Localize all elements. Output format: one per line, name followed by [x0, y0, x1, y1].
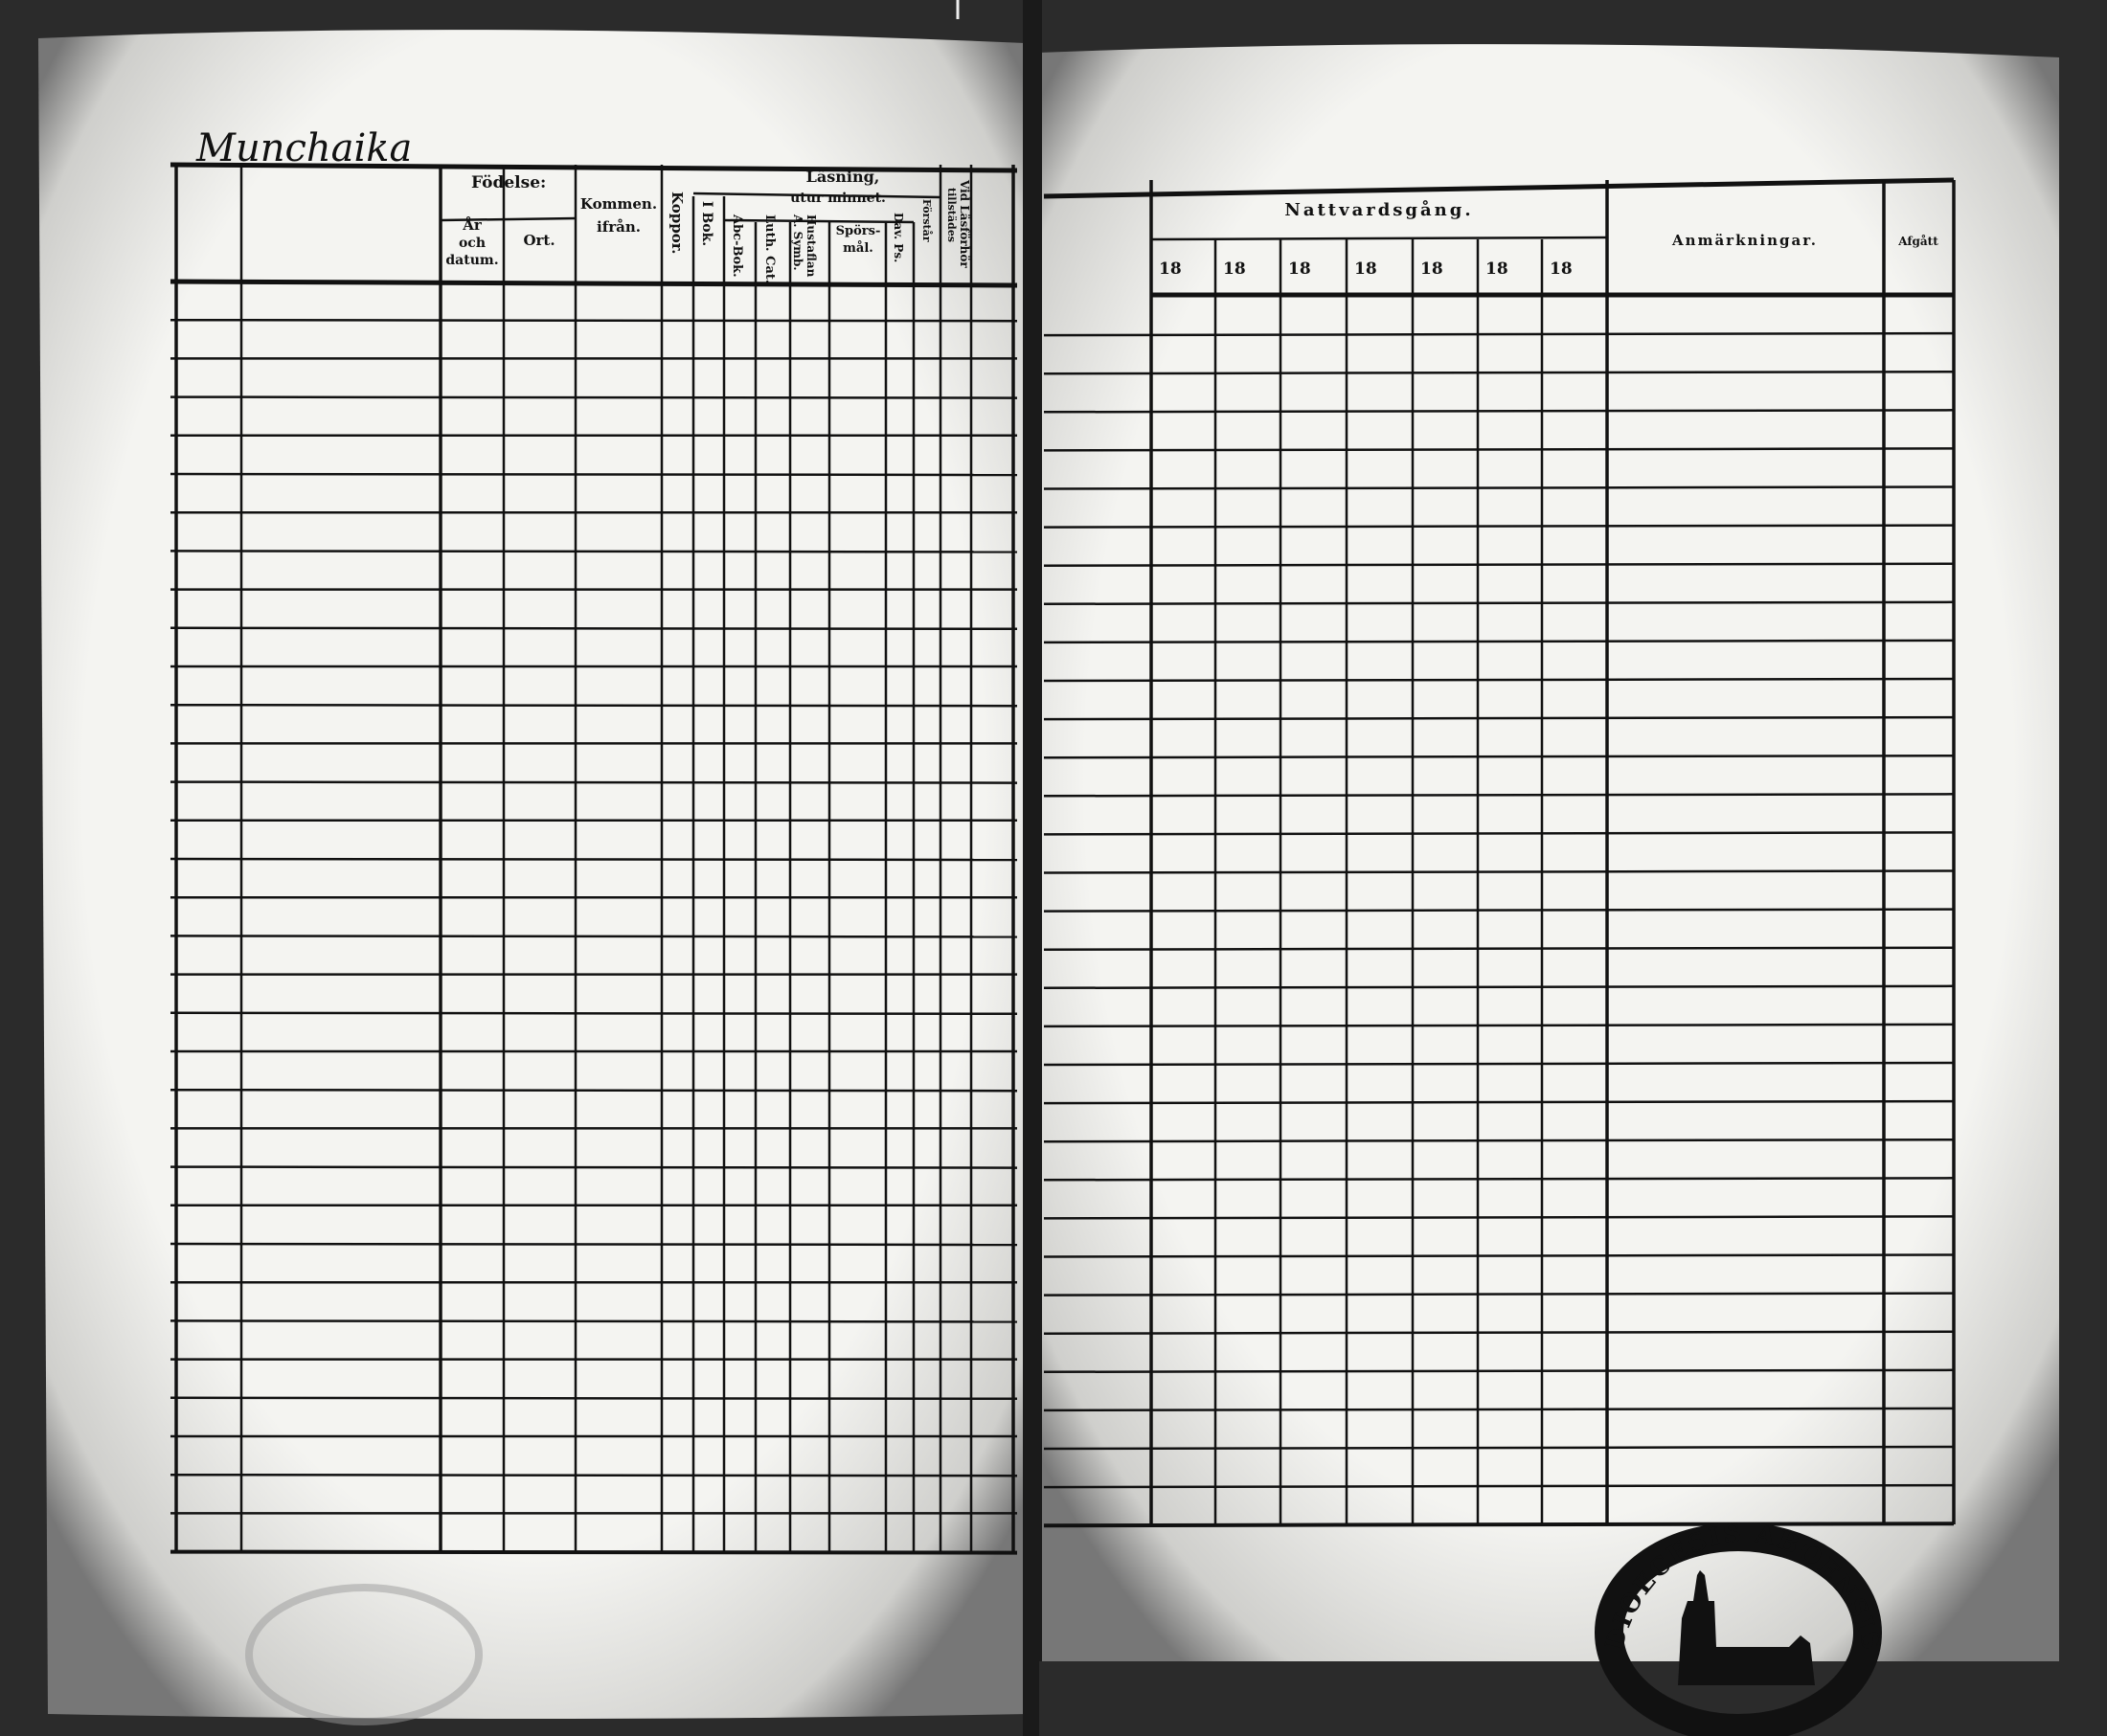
table-row-line — [170, 1319, 1018, 1323]
table-row-line — [1043, 1099, 1955, 1105]
table-row-line — [170, 1473, 1018, 1477]
table-row-line — [1043, 331, 1955, 337]
table-row-line — [1043, 1483, 1955, 1489]
table-row-line — [1043, 1407, 1955, 1412]
header-ort: Ort. — [523, 232, 555, 249]
table-row-line — [170, 626, 1018, 631]
table-row-line — [1043, 1138, 1955, 1143]
table-row-line — [1043, 1522, 1955, 1528]
table-row-line — [1043, 908, 1955, 913]
lasning-subline — [692, 192, 941, 199]
header-ifran: ifrån. — [597, 218, 641, 236]
header-utur-minnet: utur minnet. — [790, 191, 886, 206]
table-row-line — [1043, 447, 1955, 452]
table-row-line — [1043, 1445, 1955, 1451]
table-row-line — [1043, 409, 1955, 414]
header-lasning: Läsning, — [806, 168, 880, 186]
table-row-line — [1043, 831, 1955, 836]
table-row-line — [1043, 1177, 1955, 1182]
table-row-line — [170, 318, 1018, 323]
header-abc-bok: Abc-Bok. — [730, 214, 744, 278]
table-row-line — [1043, 946, 1955, 951]
year-prefix: 18 — [1223, 259, 1246, 279]
header-ar: År — [462, 216, 483, 234]
table-row-line — [1043, 485, 1955, 490]
faint-stamp — [245, 1584, 483, 1725]
church-icon — [1678, 1570, 1815, 1685]
table-row-line — [170, 550, 1018, 553]
table-row-line — [1043, 370, 1955, 375]
table-row-line — [1043, 715, 1955, 721]
header-och: och — [459, 236, 486, 251]
nattvard-subline — [1150, 236, 1608, 241]
table-row-line — [170, 1011, 1018, 1016]
table-row-line — [1043, 600, 1955, 606]
header-spors: Spörs- — [836, 224, 881, 238]
handwritten-place-name: Munchaika — [195, 126, 412, 170]
header-i-bok: I Bok. — [699, 201, 714, 246]
header-datum: datum. — [445, 253, 498, 268]
table-top-border — [170, 162, 1018, 173]
table-row-line — [1043, 1061, 1955, 1067]
table-row-line — [170, 857, 1018, 862]
table-row-line — [1043, 524, 1955, 529]
table-row-line — [1043, 1215, 1955, 1220]
table-row-line — [1043, 984, 1955, 990]
table-row-line — [170, 1242, 1018, 1247]
table-row-line — [1043, 562, 1955, 567]
table-row-line — [1043, 1330, 1955, 1335]
table-row-line — [1043, 1292, 1955, 1296]
table-row-line — [170, 1088, 1018, 1093]
header-afgatt: Afgått — [1897, 234, 1938, 248]
header-mal: mål. — [843, 240, 873, 256]
table-row-line — [170, 703, 1018, 708]
year-prefix: 18 — [1159, 259, 1182, 279]
table-row-line — [1043, 793, 1955, 798]
header-hustaflan: Hustaflan — [804, 214, 818, 278]
header-a-symb: A. Symb. — [791, 214, 804, 271]
table-row-line — [170, 395, 1018, 399]
left-table-grid — [170, 162, 1018, 1555]
table-row-line — [170, 1396, 1018, 1401]
right-table-grid — [1043, 177, 1956, 1528]
utur-minnet-subline — [723, 218, 915, 224]
table-row-line — [170, 780, 1018, 784]
table-top-border — [1043, 177, 1955, 199]
header-dav-ps: Dav. Ps. — [892, 213, 905, 262]
year-prefix: 18 — [1485, 259, 1508, 279]
spine — [1023, 0, 1042, 1736]
year-prefix: 18 — [1354, 259, 1377, 279]
header-vid-lasforhor: Vid Läsförhör — [958, 179, 971, 268]
header-anmarkningar: Anmärkningar. — [1671, 232, 1818, 249]
year-prefix: 18 — [1550, 259, 1573, 279]
header-forstar: Förstår — [920, 199, 933, 242]
table-row-line — [170, 472, 1018, 477]
table-row-line — [1043, 677, 1955, 683]
year-prefix-labels: 18 18 18 18 18 18 18 — [1159, 259, 1573, 279]
table-row-line — [170, 1549, 1018, 1555]
year-prefix: 18 — [1420, 259, 1443, 279]
header-bottom-border — [170, 279, 1018, 288]
header-kommen: Kommen. — [580, 195, 657, 213]
table-row-line — [1043, 1253, 1955, 1258]
right-page — [1039, 44, 2059, 1677]
table-row-line — [1043, 869, 1955, 874]
table-row-line — [170, 1165, 1018, 1169]
header-nattvardsgang: Nattvardsgång. — [1284, 198, 1473, 220]
header-fodelse: Födelse: — [471, 173, 546, 192]
table-row-line — [1043, 1368, 1955, 1374]
table-row-line — [1043, 639, 1955, 644]
header-luth-cat: Luth. Cat. — [762, 214, 777, 283]
year-prefix: 18 — [1288, 259, 1311, 279]
table-row-line — [1043, 754, 1955, 759]
fodelse-subline — [440, 216, 577, 222]
left-page — [38, 30, 1030, 1720]
header-koppor: Koppor. — [668, 192, 686, 254]
header-tillstades: tillstädes — [945, 188, 958, 242]
table-row-line — [1043, 1023, 1955, 1028]
